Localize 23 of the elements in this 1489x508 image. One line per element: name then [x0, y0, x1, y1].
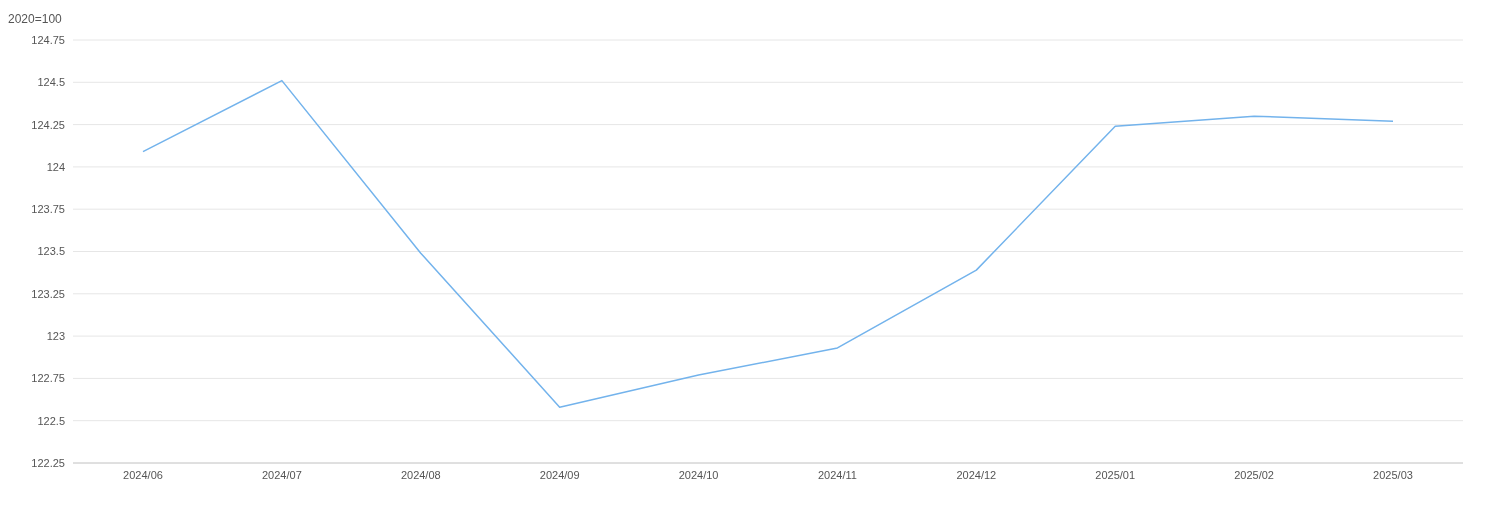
- x-tick-label: 2025/03: [1373, 468, 1413, 481]
- x-tick-label: 2024/08: [400, 468, 441, 481]
- y-tick-label: 124.75: [31, 33, 65, 46]
- x-tick-label: 2024/06: [123, 468, 163, 481]
- x-tick-label: 2024/09: [539, 468, 580, 481]
- x-tick-label: 2024/11: [817, 468, 857, 481]
- x-tick-label: 2025/02: [1234, 468, 1274, 481]
- y-tick-label: 123.5: [37, 245, 65, 258]
- y-tick-label: 123: [46, 330, 65, 343]
- line-series: [142, 79, 1394, 408]
- y-axis-title: 2020=100: [8, 12, 62, 26]
- x-tick-label: 2024/10: [678, 468, 719, 481]
- y-tick-label: 122.5: [37, 414, 65, 427]
- y-tick-label: 124.5: [37, 76, 65, 89]
- y-tick-label: 124: [46, 160, 65, 173]
- y-tick-label: 124.25: [31, 118, 65, 131]
- y-tick-label: 123.25: [31, 287, 65, 300]
- x-tick-label: 2024/07: [262, 468, 302, 481]
- x-tick-label: 2024/12: [956, 468, 997, 481]
- y-tick-label: 122.25: [31, 456, 65, 469]
- y-tick-label: 122.75: [31, 372, 65, 385]
- y-tick-label: 123.75: [31, 203, 65, 216]
- x-tick-label: 2025/01: [1095, 468, 1136, 481]
